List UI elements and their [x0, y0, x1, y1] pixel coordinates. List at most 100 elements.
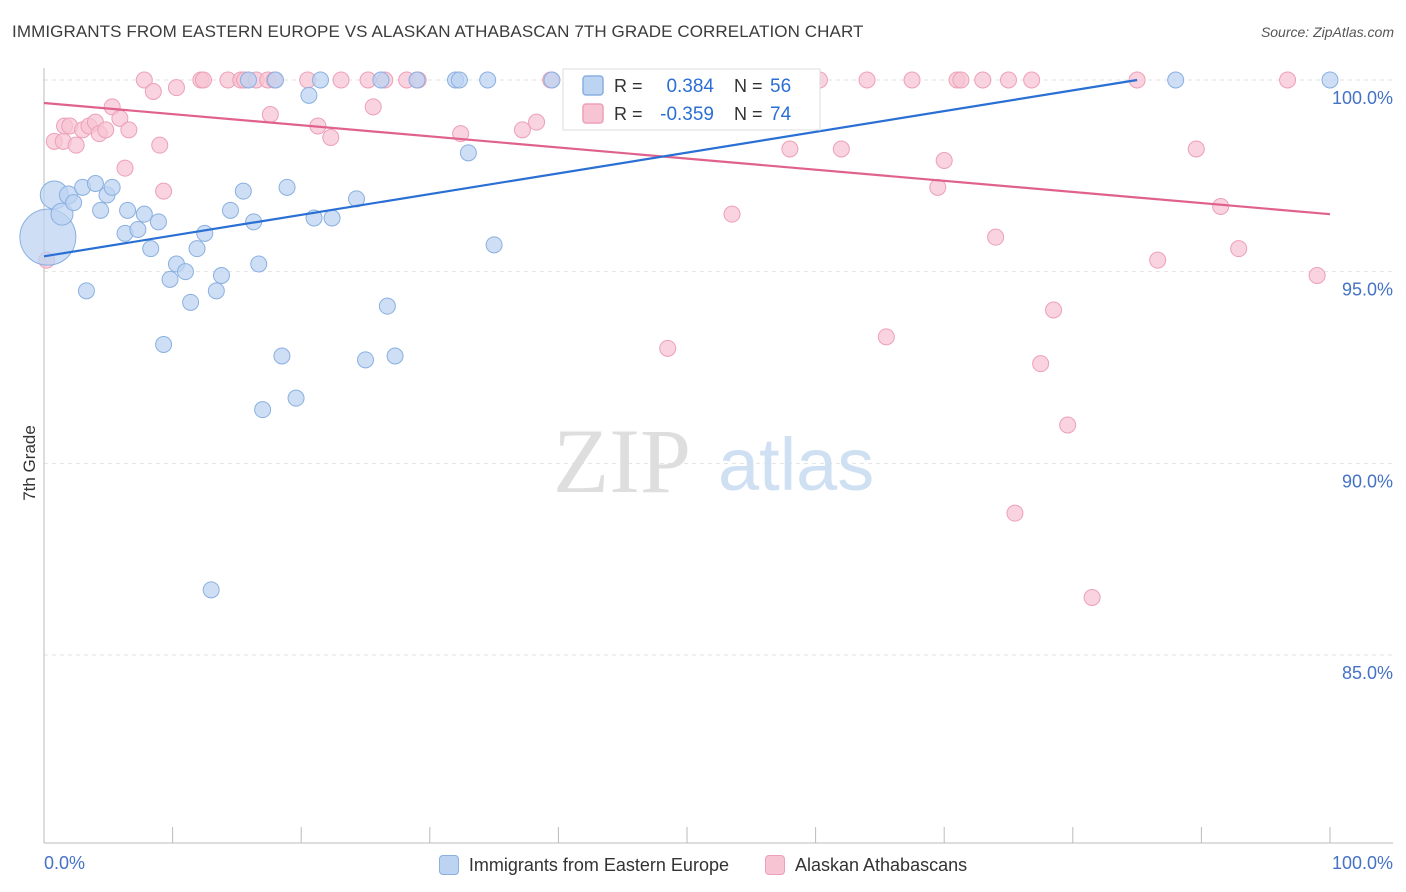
athabascans-point-68: [1149, 251, 1167, 269]
athabascans-point-50: [832, 140, 850, 158]
eastern-europe-point-2: [50, 202, 74, 226]
eastern-europe-point-45: [386, 347, 404, 365]
eastern-europe-point-42: [357, 351, 374, 369]
legend-item-eastern-europe: Immigrants from Eastern Europe: [438, 854, 729, 876]
eastern-europe-point-32: [254, 401, 272, 419]
athabascans-point-57: [952, 71, 970, 89]
eastern-europe-point-29: [239, 71, 257, 89]
eastern-europe-point-49: [459, 144, 477, 162]
athabascans-point-13: [116, 159, 134, 177]
eastern-europe-point-43: [372, 71, 390, 89]
athabascans-point-55: [935, 152, 953, 169]
eastern-europe-point-27: [221, 201, 239, 219]
y-tick-label-2: 90.0%: [1342, 471, 1393, 491]
eastern-europe-point-25: [207, 282, 225, 300]
legend-label-eastern-europe: Immigrants from Eastern Europe: [468, 854, 729, 875]
stats-blue-r-value: 0.384: [666, 76, 714, 97]
eastern-europe-point-52: [543, 71, 561, 89]
athabascans-point-21: [194, 71, 212, 89]
eastern-europe-point-23: [196, 224, 214, 242]
stats-pink-r-label: R =: [614, 104, 643, 124]
series-alaskan-athabascans: [38, 71, 1326, 606]
eastern-europe-point-55: [1321, 71, 1339, 89]
eastern-europe-point-24: [202, 581, 220, 599]
eastern-europe-point-33: [266, 71, 284, 89]
eastern-europe-point-10: [103, 178, 121, 196]
eastern-europe-point-46: [408, 71, 426, 89]
stats-pink-n-value: 74: [770, 104, 792, 125]
eastern-europe-point-13: [129, 221, 147, 238]
trend-lines: [43, 78, 1331, 258]
athabascans-point-69: [1187, 140, 1205, 158]
eastern-europe-point-48: [450, 71, 468, 89]
athabascans-point-48: [781, 140, 799, 158]
stats-legend-blue-swatch: [582, 75, 604, 96]
eastern-europe-point-12: [119, 201, 137, 219]
stats-blue-n-label: N =: [734, 76, 763, 96]
legend-label-athabascans: Alaskan Athabascans: [794, 854, 968, 875]
eastern-europe-point-7: [86, 175, 104, 192]
y-tick-label-0: 100.0%: [1332, 88, 1393, 108]
athabascans-point-44: [659, 339, 677, 357]
athabascans-point-51: [858, 71, 876, 89]
athabascans-point-72: [1279, 71, 1297, 89]
athabascans-point-40: [528, 113, 546, 131]
athabascans-point-18: [155, 182, 173, 200]
eastern-europe-point-16: [149, 213, 167, 231]
eastern-europe-point-31: [250, 255, 268, 273]
stats-pink-n-label: N =: [734, 104, 763, 124]
eastern-europe-point-50: [479, 71, 497, 89]
athabascans-point-62: [1023, 71, 1041, 89]
watermark-atlas: atlas: [718, 423, 874, 506]
athabascans-point-31: [322, 129, 340, 146]
athabascans-point-17: [151, 136, 169, 154]
y-tick-label-1: 95.0%: [1342, 280, 1393, 300]
stats-blue-n-value: 56: [770, 76, 791, 97]
legend-swatch-pink: [764, 855, 785, 875]
chart-title: IMMIGRANTS FROM EASTERN EUROPE VS ALASKA…: [12, 22, 864, 41]
eastern-europe-point-6: [77, 282, 95, 300]
athabascans-point-52: [877, 328, 895, 346]
legend-item-athabascans: Alaskan Athabascans: [764, 854, 968, 876]
athabascans-point-58: [974, 71, 992, 89]
athabascans-point-71: [1230, 240, 1248, 258]
athabascans-point-46: [723, 205, 741, 223]
eastern-europe-point-44: [378, 297, 396, 315]
source-label: Source: ZipAtlas.com: [1260, 24, 1394, 40]
athabascans-point-34: [364, 98, 382, 116]
eastern-europe-point-51: [485, 236, 503, 254]
stats-blue-r-label: R =: [614, 76, 643, 96]
eastern-europe-point-28: [234, 182, 252, 200]
stats-legend-pink-swatch: [582, 103, 604, 124]
athabascans-point-70: [1212, 198, 1230, 215]
eastern-europe-point-39: [311, 71, 329, 89]
watermark-zip: ZIP: [553, 410, 691, 512]
eastern-europe-point-20: [176, 263, 194, 281]
stats-legend-box: [562, 68, 821, 131]
athabascans-point-64: [1045, 301, 1063, 319]
athabascans-point-63: [1032, 355, 1050, 373]
eastern-europe-point-54: [1167, 71, 1185, 89]
eastern-europe-point-8: [92, 201, 110, 219]
eastern-europe-point-37: [300, 86, 318, 104]
eastern-europe-point-18: [161, 270, 179, 288]
eastern-europe-point-35: [278, 178, 296, 196]
trend-line-athabascans: [43, 101, 1331, 216]
bottom-legend: Immigrants from Eastern Europe Alaskan A…: [0, 852, 1406, 878]
y-axis-label: 7th Grade: [20, 425, 39, 501]
eastern-europe-point-15: [142, 240, 160, 258]
eastern-europe-point-17: [155, 336, 173, 353]
eastern-europe-point-4: [65, 194, 83, 212]
athabascans-point-10: [97, 121, 115, 139]
grid-lines: [44, 79, 1393, 656]
x-tick-label-max: 100.0%: [1332, 853, 1393, 873]
athabascans-point-32: [332, 71, 350, 89]
athabascans-point-73: [1308, 267, 1326, 284]
y-tick-labels: 100.0% 95.0% 90.0% 85.0%: [1332, 88, 1393, 683]
athabascans-point-61: [1006, 504, 1024, 522]
eastern-europe-point-22: [188, 240, 206, 258]
athabascans-point-16: [144, 83, 162, 100]
athabascans-point-27: [261, 106, 279, 123]
eastern-europe-point-21: [182, 293, 200, 311]
athabascans-point-5: [67, 136, 85, 154]
